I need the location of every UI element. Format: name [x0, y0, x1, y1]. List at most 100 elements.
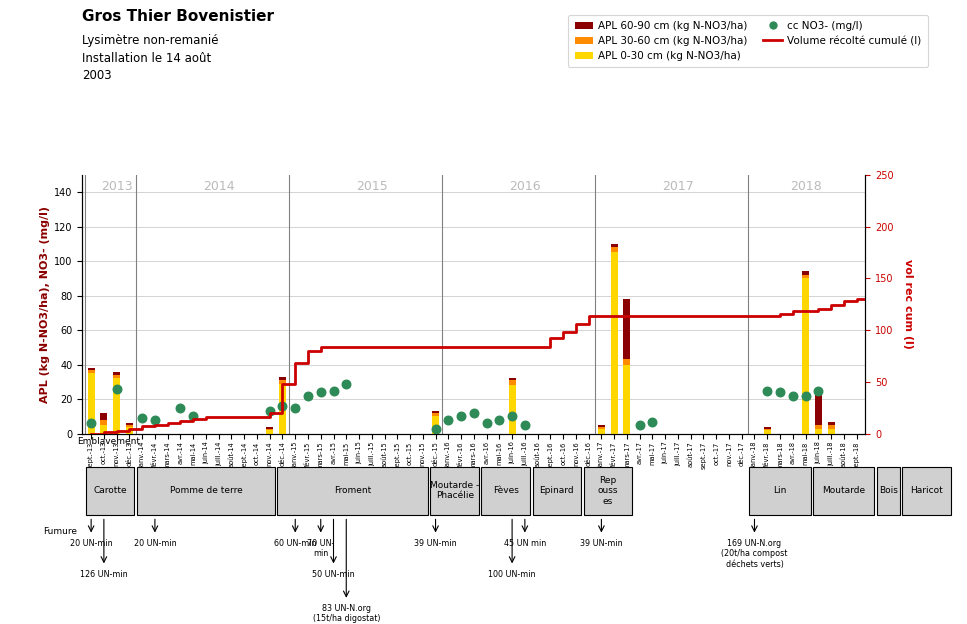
Text: 20 UN-min: 20 UN-min: [70, 539, 112, 548]
Bar: [266, 430, 274, 434]
Point: [938, 386, 953, 396]
Bar: [88, 370, 95, 373]
Bar: [598, 427, 605, 429]
Point: [951, 384, 966, 394]
Point: [785, 391, 801, 401]
Bar: [929, 387, 937, 391]
Bar: [432, 413, 439, 416]
FancyBboxPatch shape: [137, 467, 275, 515]
Point: [759, 386, 775, 396]
Point: [505, 411, 520, 421]
Bar: [610, 253, 618, 434]
Bar: [113, 371, 120, 375]
Point: [173, 403, 189, 413]
Text: Epinard: Epinard: [540, 486, 574, 495]
Point: [427, 424, 443, 434]
Text: 39 UN-min: 39 UN-min: [414, 539, 456, 548]
Bar: [509, 380, 515, 386]
Text: Fèves: Fèves: [493, 486, 518, 495]
Text: Moutarde -
Phacélie: Moutarde - Phacélie: [430, 481, 480, 500]
Point: [925, 391, 941, 401]
FancyBboxPatch shape: [749, 467, 810, 515]
Bar: [942, 397, 950, 401]
Text: Lin: Lin: [774, 486, 787, 495]
Point: [338, 379, 354, 389]
Point: [186, 411, 201, 421]
Bar: [432, 416, 439, 434]
Point: [134, 413, 150, 423]
Point: [109, 384, 125, 394]
Bar: [101, 420, 107, 425]
Bar: [624, 359, 630, 364]
Bar: [101, 425, 107, 434]
Bar: [126, 425, 132, 427]
Point: [479, 418, 494, 428]
Text: 45 UN min: 45 UN min: [504, 539, 546, 548]
FancyBboxPatch shape: [430, 467, 479, 515]
Bar: [942, 401, 950, 434]
Bar: [509, 378, 515, 380]
Bar: [432, 411, 439, 413]
Bar: [764, 427, 771, 429]
Bar: [88, 368, 95, 370]
Bar: [815, 391, 822, 425]
Bar: [802, 275, 809, 278]
Bar: [802, 278, 809, 434]
Bar: [126, 423, 132, 425]
Bar: [764, 430, 771, 434]
Text: Lysimètre non-remanié
Installation le 14 août
2003: Lysimètre non-remanié Installation le 14…: [82, 34, 219, 82]
Point: [441, 415, 456, 425]
Point: [262, 406, 278, 416]
FancyBboxPatch shape: [482, 467, 530, 515]
FancyBboxPatch shape: [533, 467, 581, 515]
Y-axis label: APL (kg N-NO3/ha), NO3- (mg/l): APL (kg N-NO3/ha), NO3- (mg/l): [40, 206, 50, 402]
Bar: [815, 429, 822, 434]
Point: [301, 391, 316, 401]
Text: Bois: Bois: [879, 486, 898, 495]
Text: 39 UN-min: 39 UN-min: [580, 539, 623, 548]
Text: 20 UN-min: 20 UN-min: [133, 539, 176, 548]
Text: 83 UN-N.org
(15t/ha digostat): 83 UN-N.org (15t/ha digostat): [312, 604, 380, 623]
Text: Fumure: Fumure: [44, 527, 77, 537]
Point: [287, 403, 303, 413]
Point: [645, 417, 660, 427]
Legend: APL 60-90 cm (kg N-NO3/ha), APL 30-60 cm (kg N-NO3/ha), APL 0-30 cm (kg N-NO3/ha: APL 60-90 cm (kg N-NO3/ha), APL 30-60 cm…: [569, 14, 928, 67]
Bar: [828, 429, 835, 434]
FancyBboxPatch shape: [813, 467, 874, 515]
Point: [913, 411, 928, 421]
Text: 2015: 2015: [356, 180, 388, 193]
Text: 60 UN-min: 60 UN-min: [274, 539, 316, 548]
Point: [466, 408, 482, 418]
Point: [517, 420, 533, 430]
Point: [810, 386, 826, 396]
Bar: [509, 386, 515, 434]
Point: [275, 401, 290, 411]
Bar: [88, 373, 95, 434]
Bar: [942, 394, 950, 397]
Text: 50 UN-min: 50 UN-min: [312, 570, 355, 578]
Bar: [828, 425, 835, 429]
Point: [454, 411, 469, 421]
Bar: [929, 391, 937, 396]
Point: [773, 388, 788, 397]
Bar: [266, 429, 274, 430]
Text: Carotte: Carotte: [94, 486, 127, 495]
Bar: [610, 244, 618, 247]
FancyBboxPatch shape: [86, 467, 134, 515]
FancyBboxPatch shape: [278, 467, 428, 515]
Text: Haricot: Haricot: [910, 486, 943, 495]
Bar: [101, 413, 107, 420]
Bar: [126, 427, 132, 434]
Bar: [802, 271, 809, 275]
Bar: [598, 425, 605, 427]
Text: Pomme de terre: Pomme de terre: [169, 486, 243, 495]
Point: [326, 386, 341, 396]
Point: [900, 420, 916, 430]
Text: 2017: 2017: [662, 180, 693, 193]
FancyBboxPatch shape: [877, 467, 900, 515]
Text: 2014: 2014: [203, 180, 235, 193]
Text: 126 UN-min: 126 UN-min: [80, 570, 128, 578]
Point: [83, 418, 99, 428]
Text: Froment: Froment: [334, 486, 371, 495]
FancyBboxPatch shape: [902, 467, 951, 515]
